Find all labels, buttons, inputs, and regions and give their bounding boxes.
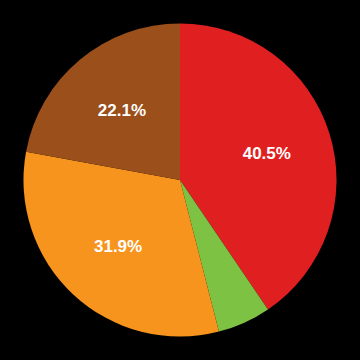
svg-text:31.9%: 31.9%: [94, 237, 142, 256]
svg-text:40.5%: 40.5%: [243, 144, 291, 163]
svg-text:22.1%: 22.1%: [98, 101, 146, 120]
